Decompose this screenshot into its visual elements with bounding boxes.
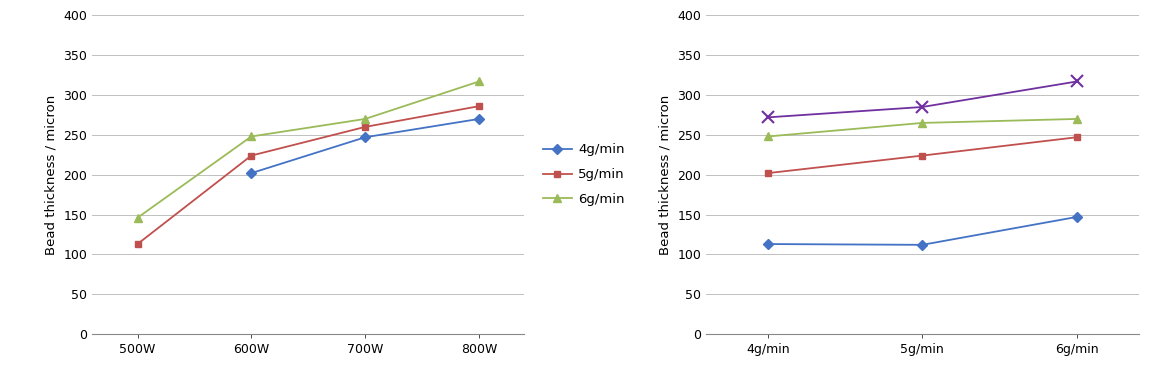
- Line: 4g/min: 4g/min: [248, 116, 482, 177]
- 800W: [761, 115, 775, 120]
- 700W: [1070, 117, 1083, 121]
- Line: 700W: 700W: [764, 115, 1081, 141]
- 6g/min: [131, 215, 145, 220]
- Line: 600W: 600W: [765, 134, 1080, 177]
- 800W: [915, 105, 929, 109]
- 500W: [1070, 215, 1083, 219]
- 500W: [761, 242, 775, 247]
- 4g/min: [472, 117, 485, 121]
- 6g/min: [358, 117, 371, 121]
- 600W: [1070, 135, 1083, 139]
- Line: 800W: 800W: [762, 76, 1082, 123]
- 5g/min: [472, 104, 485, 109]
- 6g/min: [245, 134, 259, 139]
- Line: 6g/min: 6g/min: [133, 77, 483, 222]
- Y-axis label: Bead thickness / micron: Bead thickness / micron: [659, 94, 672, 255]
- 500W: [915, 243, 929, 247]
- Line: 5g/min: 5g/min: [135, 103, 482, 248]
- 6g/min: [472, 79, 485, 84]
- 4g/min: [358, 135, 371, 139]
- 800W: [1070, 79, 1083, 84]
- Legend: 4g/min, 5g/min, 6g/min: 4g/min, 5g/min, 6g/min: [537, 138, 630, 211]
- 600W: [915, 153, 929, 158]
- 4g/min: [245, 171, 259, 175]
- 5g/min: [358, 125, 371, 129]
- 5g/min: [131, 242, 145, 247]
- Y-axis label: Bead thickness / micron: Bead thickness / micron: [45, 94, 58, 255]
- Line: 500W: 500W: [765, 214, 1080, 248]
- 5g/min: [245, 153, 259, 158]
- 700W: [761, 134, 775, 139]
- 600W: [761, 171, 775, 175]
- 700W: [915, 121, 929, 125]
